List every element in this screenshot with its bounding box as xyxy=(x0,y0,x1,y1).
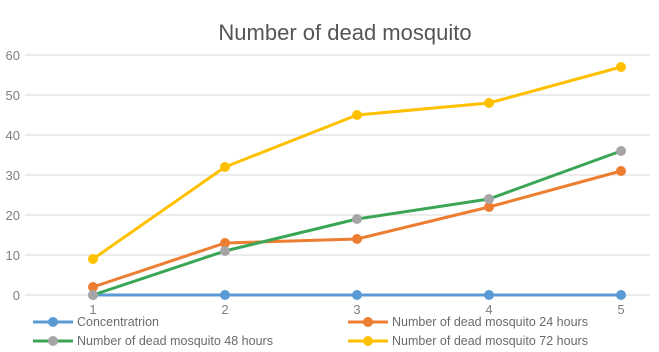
legend-label: Concentratrion xyxy=(77,315,159,329)
x-tick-label: 3 xyxy=(353,302,360,317)
y-tick-label: 10 xyxy=(6,248,20,263)
data-point xyxy=(616,290,626,300)
data-point xyxy=(484,290,494,300)
data-point xyxy=(484,194,494,204)
x-tick-label: 1 xyxy=(89,302,96,317)
legend-marker xyxy=(363,317,373,327)
data-point xyxy=(484,202,494,212)
chart-title: Number of dead mosquito xyxy=(218,20,471,45)
legend-item: Concentratrion xyxy=(33,315,159,329)
legend-item: Number of dead mosquito 48 hours xyxy=(33,334,273,348)
y-tick-label: 50 xyxy=(6,88,20,103)
data-point xyxy=(88,254,98,264)
data-point xyxy=(616,166,626,176)
data-point xyxy=(220,246,230,256)
legend-item: Number of dead mosquito 24 hours xyxy=(348,315,588,329)
y-tick-label: 40 xyxy=(6,128,20,143)
legend-item: Number of dead mosquito 72 hours xyxy=(348,334,588,348)
series-2 xyxy=(88,166,626,292)
x-tick-label: 4 xyxy=(485,302,492,317)
legend-marker xyxy=(48,317,58,327)
legend-label: Number of dead mosquito 24 hours xyxy=(392,315,588,329)
gridlines xyxy=(25,54,650,296)
data-point xyxy=(352,234,362,244)
y-tick-label: 0 xyxy=(13,288,20,303)
data-point xyxy=(616,146,626,156)
legend-marker xyxy=(48,336,58,346)
data-point xyxy=(484,98,494,108)
x-tick-label: 5 xyxy=(617,302,624,317)
series-group xyxy=(88,62,626,300)
data-point xyxy=(352,110,362,120)
data-point xyxy=(88,290,98,300)
data-point xyxy=(220,162,230,172)
series-4 xyxy=(88,62,626,264)
y-tick-label: 20 xyxy=(6,208,20,223)
data-point xyxy=(352,290,362,300)
legend-label: Number of dead mosquito 48 hours xyxy=(77,334,273,348)
y-axis-ticks: 0 10 20 30 40 50 60 xyxy=(6,48,20,303)
data-point xyxy=(616,62,626,72)
x-tick-label: 2 xyxy=(221,302,228,317)
y-tick-label: 30 xyxy=(6,168,20,183)
data-point xyxy=(352,214,362,224)
data-point xyxy=(220,290,230,300)
legend-marker xyxy=(363,336,373,346)
data-point xyxy=(88,282,98,292)
legend: Concentratrion Number of dead mosquito 24… xyxy=(33,315,588,348)
legend-label: Number of dead mosquito 72 hours xyxy=(392,334,588,348)
y-tick-label: 60 xyxy=(6,48,20,63)
data-point xyxy=(220,238,230,248)
x-axis-ticks: 1 2 3 4 5 xyxy=(89,302,624,317)
series-3 xyxy=(88,146,626,300)
